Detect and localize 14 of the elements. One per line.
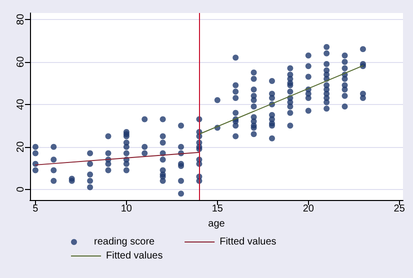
- y-tick-label: 80: [16, 13, 26, 25]
- y-tick-label: 60: [16, 56, 26, 68]
- y-tick-label: 40: [16, 98, 26, 110]
- legend-label: Fitted values: [106, 250, 163, 262]
- legend-label: reading score: [94, 236, 156, 248]
- x-tick-label: 5: [32, 204, 39, 214]
- x-tick-label: 25: [394, 204, 406, 214]
- y-tick-label: 0: [16, 186, 26, 192]
- x-axis-title: age: [208, 218, 226, 230]
- legend-label: Fitted values: [220, 236, 276, 248]
- y-tick-label: 20: [16, 140, 26, 152]
- x-tick-label: 20: [302, 204, 314, 214]
- x-tick-label: 15: [212, 204, 224, 214]
- x-tick-label: 10: [120, 204, 132, 214]
